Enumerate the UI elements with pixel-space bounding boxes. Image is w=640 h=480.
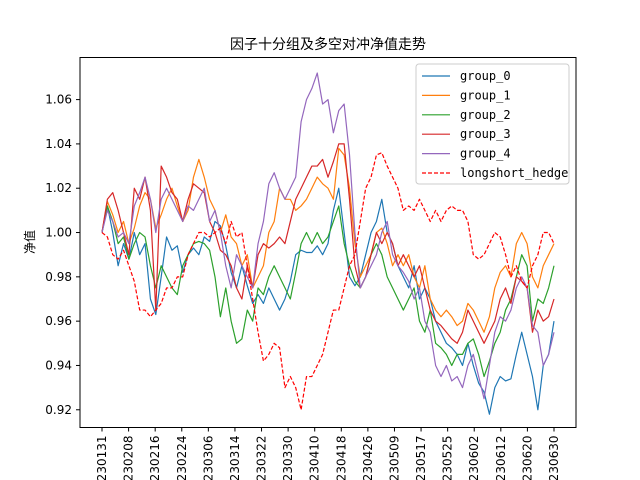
x-tick-label: 230216 [148,436,162,480]
legend-label-group_2: group_2 [460,108,511,122]
legend: group_0 group_1 group_2 group_3 group_4longs… [415,63,570,185]
x-tick-label: 230630 [547,436,561,480]
series-line-group_4 [101,72,555,400]
series-line-group_2 [101,205,555,378]
x-tick-label: 230612 [494,436,508,480]
y-axis-label: 净值 [22,230,37,254]
x-tick-label: 230224 [175,436,189,480]
x-tick-label: 230131 [95,436,109,480]
series-line-longshort_hedge [101,152,555,411]
x-tick-label: 230330 [281,436,295,480]
legend-label-longshort_hedge: longshort_hedge [460,166,568,180]
legend-box [415,63,570,185]
x-tick-label: 230418 [334,436,348,480]
y-tick-label: 1.04 [45,137,72,151]
x-tick-label: 230602 [467,436,481,480]
plot-area [79,57,577,428]
x-tick-label: 230306 [201,436,215,480]
x-tick-label: 230322 [255,436,269,480]
y-tick-label: 0.98 [45,270,72,284]
x-tick-label: 230509 [387,436,401,480]
series-line-group_0 [101,187,555,415]
legend-label-group_4: group_4 [460,147,511,161]
x-tick-label: 230426 [361,436,375,480]
series-line-group_1 [101,147,555,333]
y-tick-label: 0.94 [45,358,72,372]
y-tick-label: 0.96 [45,314,72,328]
legend-label-group_1: group_1 [460,88,511,102]
legend-label-group_3: group_3 [460,127,511,141]
chart-title: 因子十分组及多空对冲净值走势 [230,36,426,53]
y-tick-label: 1.02 [45,181,72,195]
y-tick-label: 1.06 [45,93,72,107]
x-tick-label: 230620 [520,436,534,480]
x-tick-label: 230208 [122,436,136,480]
x-tick-label: 230410 [308,436,322,480]
series-line-group_3 [101,143,555,344]
y-tick-label: 0.92 [45,403,72,417]
y-tick-label: 1.00 [45,226,72,240]
x-tick-label: 230517 [414,436,428,480]
x-tick-label: 230525 [441,436,455,480]
legend-label-group_0: group_0 [460,69,511,83]
x-tick-label: 230314 [228,436,242,480]
